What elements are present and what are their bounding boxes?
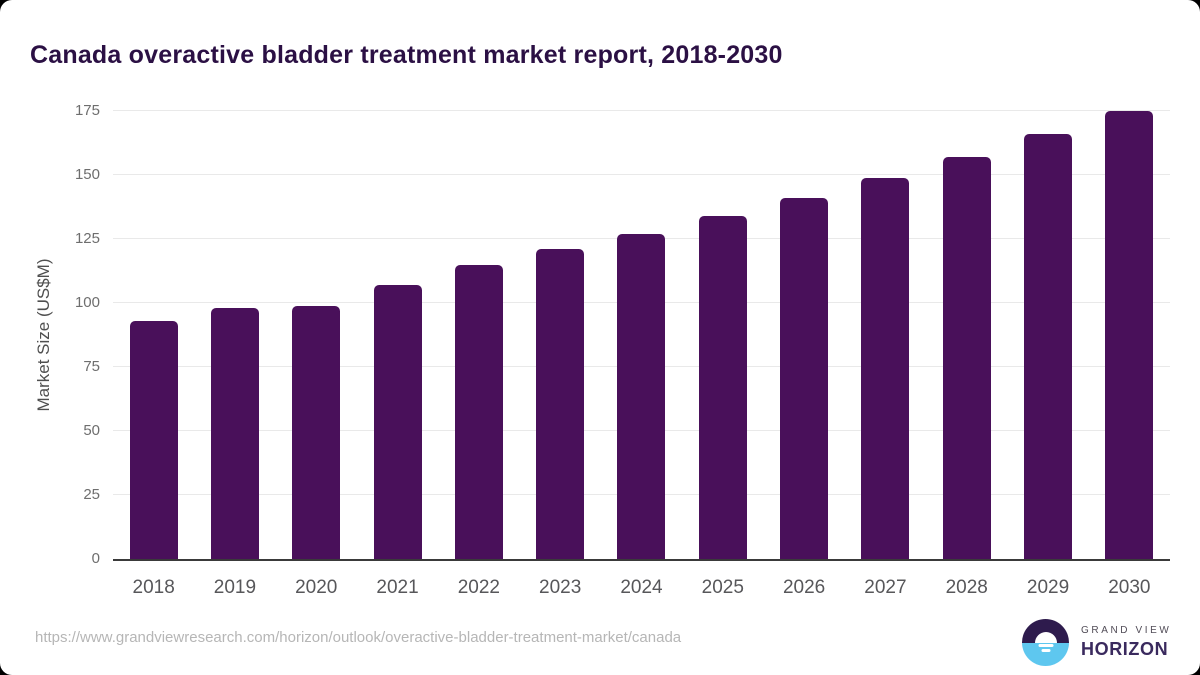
bar-2026 [780, 198, 829, 559]
logo-sun-dome [1034, 631, 1057, 643]
bar-slot-2024: 2024 [601, 111, 682, 598]
y-tick-label: 125 [74, 230, 100, 247]
y-tick-label: 25 [83, 486, 100, 504]
grand-view-horizon-logo: GRAND VIEW HORIZON [1022, 619, 1171, 666]
bar-slot-2026: 2026 [763, 111, 844, 598]
bar-slot-2028: 2028 [926, 111, 1007, 598]
bar-2022 [454, 264, 503, 559]
page-title: Canada overactive bladder treatment mark… [30, 40, 783, 69]
logo-reflection-line-1 [1038, 644, 1053, 648]
logo-sky-half [1022, 619, 1069, 643]
logo-horizon-label: HORIZON [1081, 639, 1169, 659]
bar-2024 [617, 233, 666, 559]
x-tick-label: 2021 [376, 577, 419, 598]
logo-water-half [1022, 642, 1069, 666]
x-tick-label: 2027 [864, 577, 907, 598]
gridline [113, 110, 1170, 111]
bar-2029 [1024, 134, 1073, 559]
logo-reflection-line-2 [1041, 649, 1050, 653]
x-tick-label: 2029 [1026, 577, 1070, 598]
y-tick-label: 175 [74, 102, 100, 119]
bar-slot-2027: 2027 [845, 111, 926, 598]
bar-2027 [861, 177, 910, 559]
bar-2023 [536, 249, 585, 559]
y-tick-label: 75 [83, 358, 100, 375]
x-tick-label: 2030 [1108, 577, 1151, 598]
bar-2018 [129, 320, 178, 559]
bar-slot-2019: 2019 [194, 111, 275, 598]
y-axis-title: Market Size (US$M) [34, 258, 53, 412]
y-tick-label: 150 [74, 166, 100, 183]
plot-area: 0 25 50 75 100 125 150 175 2018 2019 2020 2021 2022 2… [75, 102, 1170, 598]
bar-2025 [698, 215, 747, 559]
x-tick-label: 2025 [701, 577, 744, 598]
bar-2020 [292, 305, 341, 559]
logo-text: GRAND VIEW HORIZON [1081, 625, 1171, 660]
x-tick-label: 2020 [295, 577, 338, 598]
logo-grand-view-label: GRAND VIEW [1081, 625, 1172, 636]
x-tick-label: 2022 [457, 577, 500, 598]
bar-slot-2030: 2030 [1089, 111, 1170, 598]
bar-2030 [1105, 111, 1154, 559]
y-tick-label: 100 [74, 294, 100, 312]
y-tick-label: 50 [83, 422, 100, 440]
x-tick-label: 2023 [539, 577, 582, 598]
gridline [113, 174, 1170, 175]
bar-slot-2025: 2025 [682, 111, 763, 598]
x-tick-label: 2026 [782, 577, 826, 598]
bar-slot-2029: 2029 [1007, 111, 1088, 598]
source-url: https://www.grandviewresearch.com/horizo… [35, 629, 682, 646]
x-tick-label: 2028 [945, 577, 988, 598]
bar-slot-2022: 2022 [438, 111, 519, 598]
x-tick-label: 2024 [620, 577, 663, 598]
horizon-sun-icon [1022, 619, 1069, 666]
bar-2019 [210, 308, 259, 559]
bar-2028 [942, 157, 991, 559]
bar-slot-2018: 2018 [113, 111, 194, 598]
x-tick-label: 2018 [132, 577, 175, 598]
y-tick-label: 0 [91, 550, 100, 567]
bar-2021 [373, 285, 422, 559]
x-tick-label: 2019 [213, 577, 257, 598]
bar-slot-2020: 2020 [276, 111, 357, 598]
bar-slot-2021: 2021 [357, 111, 438, 598]
bar-slot-2023: 2023 [520, 111, 601, 598]
